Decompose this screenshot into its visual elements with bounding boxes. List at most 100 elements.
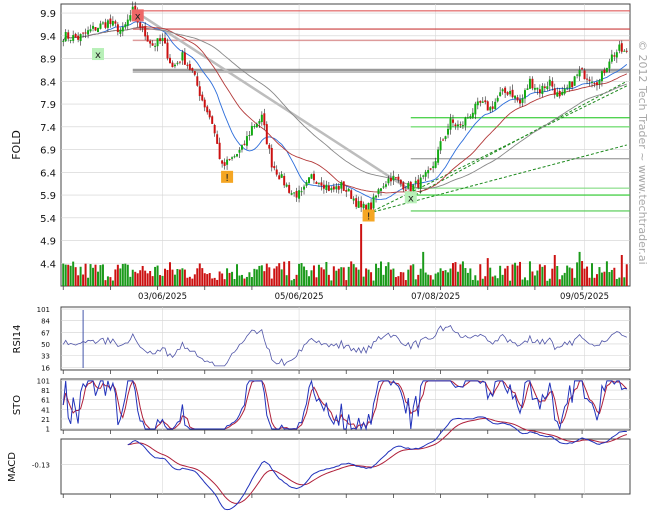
- sto-axis-label: STO: [12, 395, 23, 415]
- volume-bar: [121, 263, 124, 286]
- candle-body: [221, 160, 224, 164]
- volume-bar: [114, 269, 117, 286]
- candle-body: [144, 26, 147, 37]
- volume-bar: [208, 273, 211, 286]
- candle-body: [615, 52, 618, 58]
- volume-bar: [298, 263, 301, 286]
- candle-body: [548, 79, 551, 86]
- candle-body: [471, 112, 474, 118]
- candle-body: [97, 28, 99, 32]
- volume-bar: [87, 277, 90, 286]
- candle-body: [89, 29, 92, 32]
- candle-body: [327, 185, 330, 191]
- volume-bar: [111, 280, 114, 286]
- candle-body: [429, 168, 432, 170]
- volume-bar: [188, 276, 191, 286]
- sto-tick-label: 101: [37, 377, 50, 385]
- volume-bar: [586, 266, 589, 286]
- candle-body: [516, 97, 519, 101]
- volume-bar: [511, 264, 514, 286]
- sell-signal-label: x: [135, 11, 141, 22]
- candle-body: [285, 184, 288, 187]
- candle-body: [595, 82, 598, 86]
- volume-bar: [245, 276, 248, 286]
- candle-body: [543, 86, 546, 88]
- volume-bar: [576, 262, 579, 286]
- volume-bar: [278, 263, 281, 286]
- candle-body: [126, 19, 129, 26]
- candle-body: [310, 174, 313, 179]
- candle-body: [322, 184, 325, 189]
- macd-line: [127, 416, 627, 511]
- candle-body: [407, 182, 410, 189]
- candle-body: [489, 107, 492, 111]
- candle-body: [236, 154, 239, 157]
- candle-body: [437, 149, 440, 163]
- volume-bar: [335, 270, 338, 286]
- sto-tick-label: 81: [41, 387, 50, 395]
- volume-bar: [315, 277, 318, 286]
- volume-bar: [389, 269, 392, 286]
- volume-bar: [275, 266, 278, 286]
- volume-bar: [600, 272, 603, 286]
- volume-bar: [290, 280, 293, 286]
- candle-body: [367, 202, 370, 212]
- candle-body: [156, 38, 159, 47]
- volume-bar: [536, 270, 539, 286]
- candle-body: [466, 117, 469, 119]
- volume-bar: [250, 277, 253, 286]
- volume-bar: [238, 275, 241, 286]
- candle-body: [499, 92, 502, 97]
- volume-bar: [253, 268, 256, 286]
- candle-body: [399, 179, 402, 184]
- candle-body: [417, 179, 420, 188]
- volume-bar: [620, 255, 623, 286]
- volume-bar: [154, 266, 157, 286]
- volume-bar: [186, 277, 189, 286]
- volume-bar: [608, 272, 611, 286]
- price-tick-label: 6.9: [40, 146, 56, 157]
- buy-signal-label: x: [95, 50, 101, 61]
- candle-body: [541, 85, 544, 94]
- sto-tick-label: 1: [46, 426, 50, 434]
- volume-bar: [84, 263, 87, 286]
- volume-bar: [240, 274, 243, 286]
- volume-bar: [571, 268, 574, 286]
- rsi-tick-label: 50: [41, 341, 50, 349]
- moving-average-line: [62, 21, 628, 201]
- volume-bar: [350, 261, 353, 286]
- candle-body: [92, 25, 95, 29]
- date-tick-label: 03/06/2025: [138, 292, 187, 302]
- candle-body: [375, 195, 378, 198]
- candle-body: [389, 177, 392, 182]
- volume-bar: [377, 267, 380, 286]
- candle-body: [99, 23, 102, 29]
- rsi-tick-label: 33: [41, 353, 50, 361]
- candle-body: [325, 184, 328, 191]
- volume-bar: [171, 269, 174, 286]
- candle-body: [486, 101, 489, 111]
- candle-body: [625, 50, 628, 52]
- volume-bar: [166, 269, 169, 286]
- volume-bar: [486, 258, 489, 286]
- candle-body: [459, 124, 462, 126]
- candle-body: [116, 24, 119, 33]
- candle-body: [479, 100, 482, 103]
- candle-body: [588, 79, 591, 81]
- candle-body: [268, 144, 271, 149]
- volume-bar: [461, 261, 464, 286]
- volume-bar: [216, 279, 219, 286]
- candle-body: [447, 128, 450, 135]
- volume-bar: [233, 279, 236, 286]
- volume-bar: [355, 267, 358, 286]
- volume-bar: [474, 275, 477, 286]
- volume-bar: [74, 267, 77, 286]
- volume-bar: [181, 268, 184, 286]
- volume-bar: [417, 274, 420, 286]
- candle-body: [593, 83, 596, 85]
- volume-bar: [437, 272, 440, 286]
- candle-body: [201, 94, 204, 101]
- volume-bar: [568, 267, 571, 286]
- candle-body: [573, 76, 576, 86]
